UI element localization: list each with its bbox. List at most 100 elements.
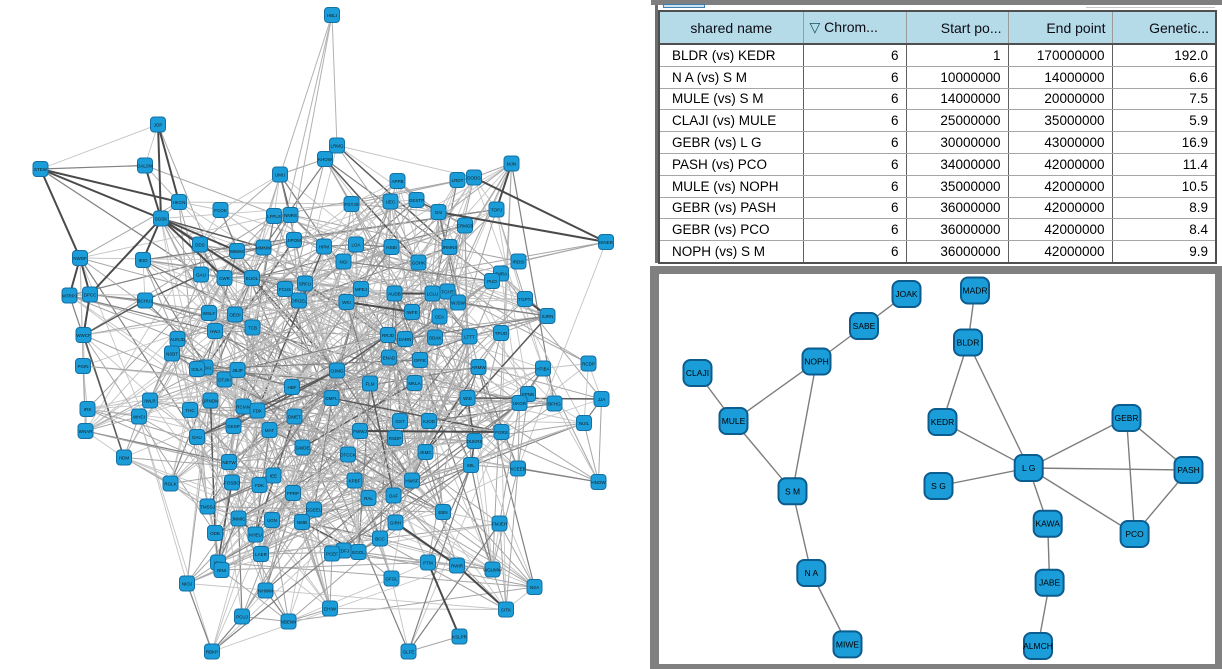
svg-text:RSDP: RSDP bbox=[389, 436, 402, 441]
svg-text:OAF: OAF bbox=[389, 493, 399, 498]
svg-text:DODG: DODG bbox=[467, 175, 481, 180]
svg-text:SJRN: SJRN bbox=[542, 314, 554, 319]
svg-text:MADR: MADR bbox=[962, 286, 987, 296]
svg-text:UGN: UGN bbox=[267, 518, 277, 523]
svg-text:TGPTI: TGPTI bbox=[518, 297, 531, 302]
svg-text:NSA: NSA bbox=[530, 585, 539, 590]
svg-text:MKLA: MKLA bbox=[408, 381, 420, 386]
svg-text:MAT: MAT bbox=[265, 428, 274, 433]
svg-text:PASH: PASH bbox=[1177, 465, 1200, 475]
svg-text:THC: THC bbox=[185, 408, 195, 413]
svg-text:ODB: ODB bbox=[210, 531, 220, 536]
svg-text:OEOI: OEOI bbox=[229, 312, 240, 317]
svg-text:RBKP: RBKP bbox=[206, 649, 218, 654]
svg-text:DDS: DDS bbox=[195, 242, 205, 247]
svg-text:OAI: OAI bbox=[435, 210, 443, 215]
svg-text:JOAK: JOAK bbox=[895, 289, 918, 299]
svg-text:APPB: APPB bbox=[391, 179, 403, 184]
svg-text:IWFE: IWFE bbox=[406, 310, 417, 315]
svg-text:FLM: FLM bbox=[366, 381, 375, 386]
svg-text:DAU: DAU bbox=[192, 435, 202, 440]
svg-text:EDFJ: EDFJ bbox=[338, 548, 349, 553]
svg-text:GLFE: GLFE bbox=[403, 649, 415, 654]
svg-text:NOPH: NOPH bbox=[804, 357, 829, 367]
svg-text:JRMNS: JRMNS bbox=[442, 245, 458, 250]
svg-text:NNRS: NNRS bbox=[284, 213, 297, 218]
svg-text:NETW: NETW bbox=[222, 460, 236, 465]
svg-text:KSLPR: KSLPR bbox=[452, 634, 468, 639]
svg-text:NUIL: NUIL bbox=[579, 421, 590, 426]
svg-text:FWWJ: FWWJ bbox=[353, 429, 367, 434]
svg-text:ODAK: ODAK bbox=[429, 335, 442, 340]
svg-text:NHWM: NHWM bbox=[258, 588, 273, 593]
svg-text:TPUO: TPUO bbox=[495, 331, 508, 336]
svg-text:HPM: HPM bbox=[319, 244, 329, 249]
svg-text:RINI: RINI bbox=[217, 568, 226, 573]
svg-text:IRS: IRS bbox=[84, 407, 92, 412]
svg-text:HBLI: HBLI bbox=[327, 13, 337, 18]
svg-text:FPRP: FPRP bbox=[287, 491, 299, 496]
svg-text:AUNJD: AUNJD bbox=[170, 337, 186, 342]
svg-text:WID: WID bbox=[463, 396, 472, 401]
svg-text:LRDT: LRDT bbox=[452, 178, 464, 183]
svg-text:GFGL: GFGL bbox=[385, 576, 398, 581]
svg-text:GST: GST bbox=[395, 419, 405, 424]
svg-text:S G: S G bbox=[931, 481, 946, 491]
svg-text:N A: N A bbox=[804, 568, 818, 578]
svg-text:URNDM: URNDM bbox=[202, 398, 219, 403]
svg-text:KPBF: KPBF bbox=[349, 478, 361, 483]
svg-text:LRMG: LRMG bbox=[330, 143, 344, 148]
svg-text:LAER: LAER bbox=[255, 552, 268, 557]
svg-text:LFPLS: LFPLS bbox=[267, 214, 281, 219]
svg-text:CRMGB: CRMGB bbox=[457, 223, 474, 228]
svg-text:DMET: DMET bbox=[288, 414, 301, 419]
svg-text:BFHG: BFHG bbox=[548, 401, 561, 406]
svg-text:PGIN: PGIN bbox=[77, 364, 88, 369]
svg-text:FDK: FDK bbox=[255, 483, 264, 488]
svg-text:ORGEL: ORGEL bbox=[291, 298, 307, 303]
svg-text:FDK: FDK bbox=[253, 408, 262, 413]
svg-text:ALMCH: ALMCH bbox=[1023, 641, 1053, 651]
svg-text:FOSBO: FOSBO bbox=[224, 480, 240, 485]
svg-text:DMFL: DMFL bbox=[325, 396, 338, 401]
svg-text:JOP: JOP bbox=[154, 122, 163, 127]
svg-text:SABE: SABE bbox=[853, 321, 876, 331]
svg-text:JJA: JJA bbox=[598, 397, 606, 402]
svg-text:KAWA: KAWA bbox=[1035, 519, 1060, 529]
svg-text:WWCF: WWCF bbox=[76, 333, 91, 338]
svg-text:HDM: HDM bbox=[119, 455, 129, 460]
svg-text:FGTJS: FGTJS bbox=[344, 202, 358, 207]
svg-text:WGUMW: WGUMW bbox=[483, 567, 503, 572]
svg-text:CWR: CWR bbox=[219, 276, 230, 281]
svg-text:PCUJ: PCUJ bbox=[236, 614, 248, 619]
svg-text:KCEEB: KCEEB bbox=[510, 466, 525, 471]
svg-text:OUKRS: OUKRS bbox=[466, 439, 482, 444]
svg-text:DARN: DARN bbox=[399, 337, 412, 342]
svg-text:BCHUJ: BCHUJ bbox=[137, 298, 152, 303]
svg-text:WBWS: WBWS bbox=[230, 249, 245, 254]
svg-text:RCIAM: RCIAM bbox=[236, 404, 251, 409]
svg-text:MMNW: MMNW bbox=[256, 245, 272, 250]
svg-text:RCDP: RCDP bbox=[582, 361, 595, 366]
svg-text:WJSW: WJSW bbox=[451, 300, 465, 305]
svg-text:LOA: LOA bbox=[351, 242, 360, 247]
svg-text:FPNB: FPNB bbox=[522, 392, 534, 397]
svg-text:NMB: NMB bbox=[297, 520, 307, 525]
svg-text:GAU: GAU bbox=[196, 272, 206, 277]
svg-text:PCEF: PCEF bbox=[326, 551, 338, 556]
svg-text:SGSK: SGSK bbox=[155, 216, 168, 221]
svg-text:SRFU: SRFU bbox=[299, 281, 311, 286]
svg-text:NWDF: NWDF bbox=[73, 256, 87, 261]
svg-text:HKCN: HKCN bbox=[173, 200, 186, 205]
svg-text:KJOD: KJOD bbox=[423, 419, 436, 424]
svg-text:RWIR: RWIR bbox=[451, 563, 464, 568]
svg-text:MULE: MULE bbox=[722, 416, 746, 426]
svg-text:PCO: PCO bbox=[1125, 529, 1144, 539]
svg-text:JNMIC: JNMIC bbox=[232, 516, 246, 521]
svg-text:JIPOM: JIPOM bbox=[287, 238, 301, 243]
svg-text:DPCC: DPCC bbox=[84, 292, 98, 297]
svg-text:HTIBA: HTIBA bbox=[536, 366, 549, 371]
svg-text:RAL: RAL bbox=[364, 496, 373, 501]
svg-text:MIWE: MIWE bbox=[836, 639, 859, 649]
svg-text:HSBI: HSBI bbox=[386, 245, 397, 250]
